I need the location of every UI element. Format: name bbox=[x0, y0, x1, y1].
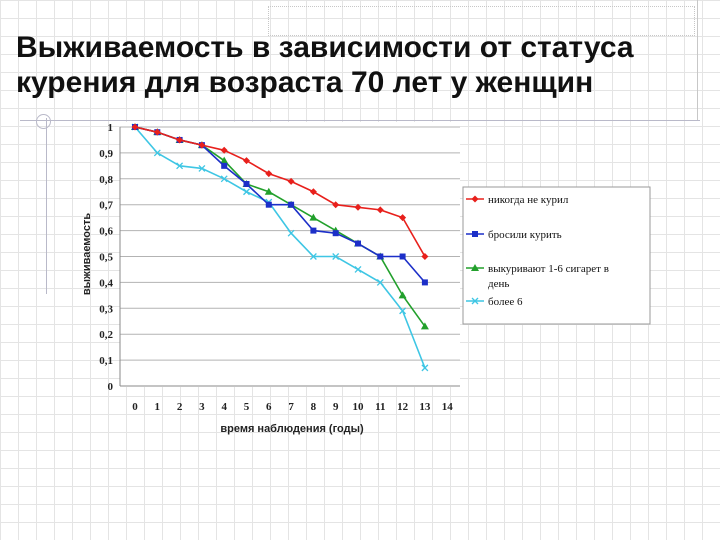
legend-label: никогда не курил bbox=[488, 194, 569, 206]
data-point bbox=[220, 156, 229, 164]
legend-item: никогда не курил bbox=[466, 194, 569, 206]
data-point bbox=[243, 157, 250, 165]
legend-item: бросили курить bbox=[466, 229, 562, 241]
x-tick-label: 12 bbox=[397, 401, 409, 413]
data-point bbox=[399, 307, 407, 315]
data-point bbox=[398, 291, 407, 299]
data-point bbox=[243, 180, 250, 187]
data-point bbox=[176, 136, 184, 144]
data-point bbox=[310, 227, 317, 234]
data-point bbox=[309, 253, 317, 260]
legend-item: более 6 bbox=[466, 296, 523, 308]
data-point bbox=[376, 206, 384, 214]
legend-label: бросили курить bbox=[488, 229, 562, 241]
data-point bbox=[420, 322, 429, 330]
data-point bbox=[471, 195, 479, 203]
data-point bbox=[153, 128, 161, 136]
data-point bbox=[332, 253, 340, 260]
data-point bbox=[399, 214, 407, 222]
data-point bbox=[376, 278, 384, 286]
data-point bbox=[332, 230, 339, 237]
series bbox=[131, 123, 429, 372]
y-tick-label: 0,7 bbox=[99, 200, 113, 212]
decorative-frame bbox=[268, 6, 695, 36]
x-tick-label: 4 bbox=[221, 401, 227, 413]
x-tick-label: 9 bbox=[333, 401, 339, 413]
data-point bbox=[399, 253, 406, 260]
x-tick-label: 0 bbox=[132, 401, 138, 413]
x-tick-label: 6 bbox=[266, 401, 272, 413]
data-point bbox=[265, 170, 273, 178]
data-point bbox=[220, 175, 228, 183]
x-tick-label: 7 bbox=[288, 401, 294, 413]
data-point bbox=[309, 213, 318, 221]
data-point bbox=[421, 279, 428, 286]
y-tick-label: 0,1 bbox=[99, 355, 113, 367]
data-point bbox=[421, 253, 429, 260]
data-point bbox=[243, 188, 250, 196]
data-point bbox=[354, 203, 362, 211]
y-tick-label: 0,8 bbox=[99, 174, 113, 186]
data-point bbox=[220, 146, 228, 154]
legend-box bbox=[462, 186, 651, 325]
data-point bbox=[472, 231, 478, 237]
x-tick-label: 10 bbox=[353, 401, 365, 413]
data-point bbox=[287, 177, 295, 185]
x-tick-label: 2 bbox=[177, 401, 183, 413]
data-point bbox=[421, 364, 429, 372]
x-tick-label: 13 bbox=[419, 401, 431, 413]
x-axis-title: время наблюдения (годы) bbox=[220, 423, 364, 435]
series bbox=[131, 123, 429, 260]
data-point bbox=[221, 162, 228, 169]
y-tick-label: 1 bbox=[108, 122, 114, 134]
data-point bbox=[176, 162, 184, 170]
y-tick-label: 0,4 bbox=[99, 277, 113, 289]
data-point bbox=[354, 265, 362, 273]
series-line bbox=[134, 126, 426, 257]
title-divider bbox=[20, 120, 700, 121]
x-tick-label: 8 bbox=[311, 401, 317, 413]
y-axis-title: выживаемость bbox=[81, 213, 93, 295]
slide-title: Выживаемость в зависимости от статуса ку… bbox=[16, 31, 634, 99]
data-point bbox=[355, 240, 361, 247]
x-tick-label: 14 bbox=[442, 401, 454, 413]
x-tick-label: 3 bbox=[199, 401, 205, 413]
decorative-circle bbox=[36, 114, 51, 129]
y-tick-label: 0,9 bbox=[99, 148, 113, 160]
data-point bbox=[471, 264, 479, 271]
legend-label: выкуривают 1-6 сигарет в день bbox=[488, 263, 609, 290]
series-line bbox=[134, 126, 426, 369]
x-tick-label: 5 bbox=[244, 401, 250, 413]
data-point bbox=[198, 164, 206, 172]
data-point bbox=[264, 187, 273, 195]
legend-label: более 6 bbox=[488, 296, 523, 308]
legend-item: выкуривают 1-6 сигарет в день bbox=[466, 263, 609, 290]
decorative-line bbox=[697, 0, 712, 120]
y-tick-label: 0,3 bbox=[99, 303, 113, 315]
data-point bbox=[131, 123, 139, 131]
data-point bbox=[309, 188, 317, 196]
data-point bbox=[471, 297, 479, 305]
y-tick-label: 0,2 bbox=[99, 329, 113, 341]
y-tick-label: 0 bbox=[108, 381, 114, 393]
data-point bbox=[198, 141, 206, 149]
y-tick-label: 0,5 bbox=[99, 252, 113, 264]
data-point bbox=[153, 149, 161, 157]
data-point bbox=[288, 201, 295, 208]
data-point bbox=[265, 201, 272, 208]
decorative-vertical-line bbox=[46, 118, 47, 294]
data-point bbox=[332, 201, 340, 209]
x-tick-label: 11 bbox=[375, 401, 385, 413]
x-tick-label: 1 bbox=[155, 401, 161, 413]
data-point bbox=[377, 253, 384, 260]
data-point bbox=[287, 229, 295, 237]
y-tick-label: 0,6 bbox=[99, 226, 113, 238]
